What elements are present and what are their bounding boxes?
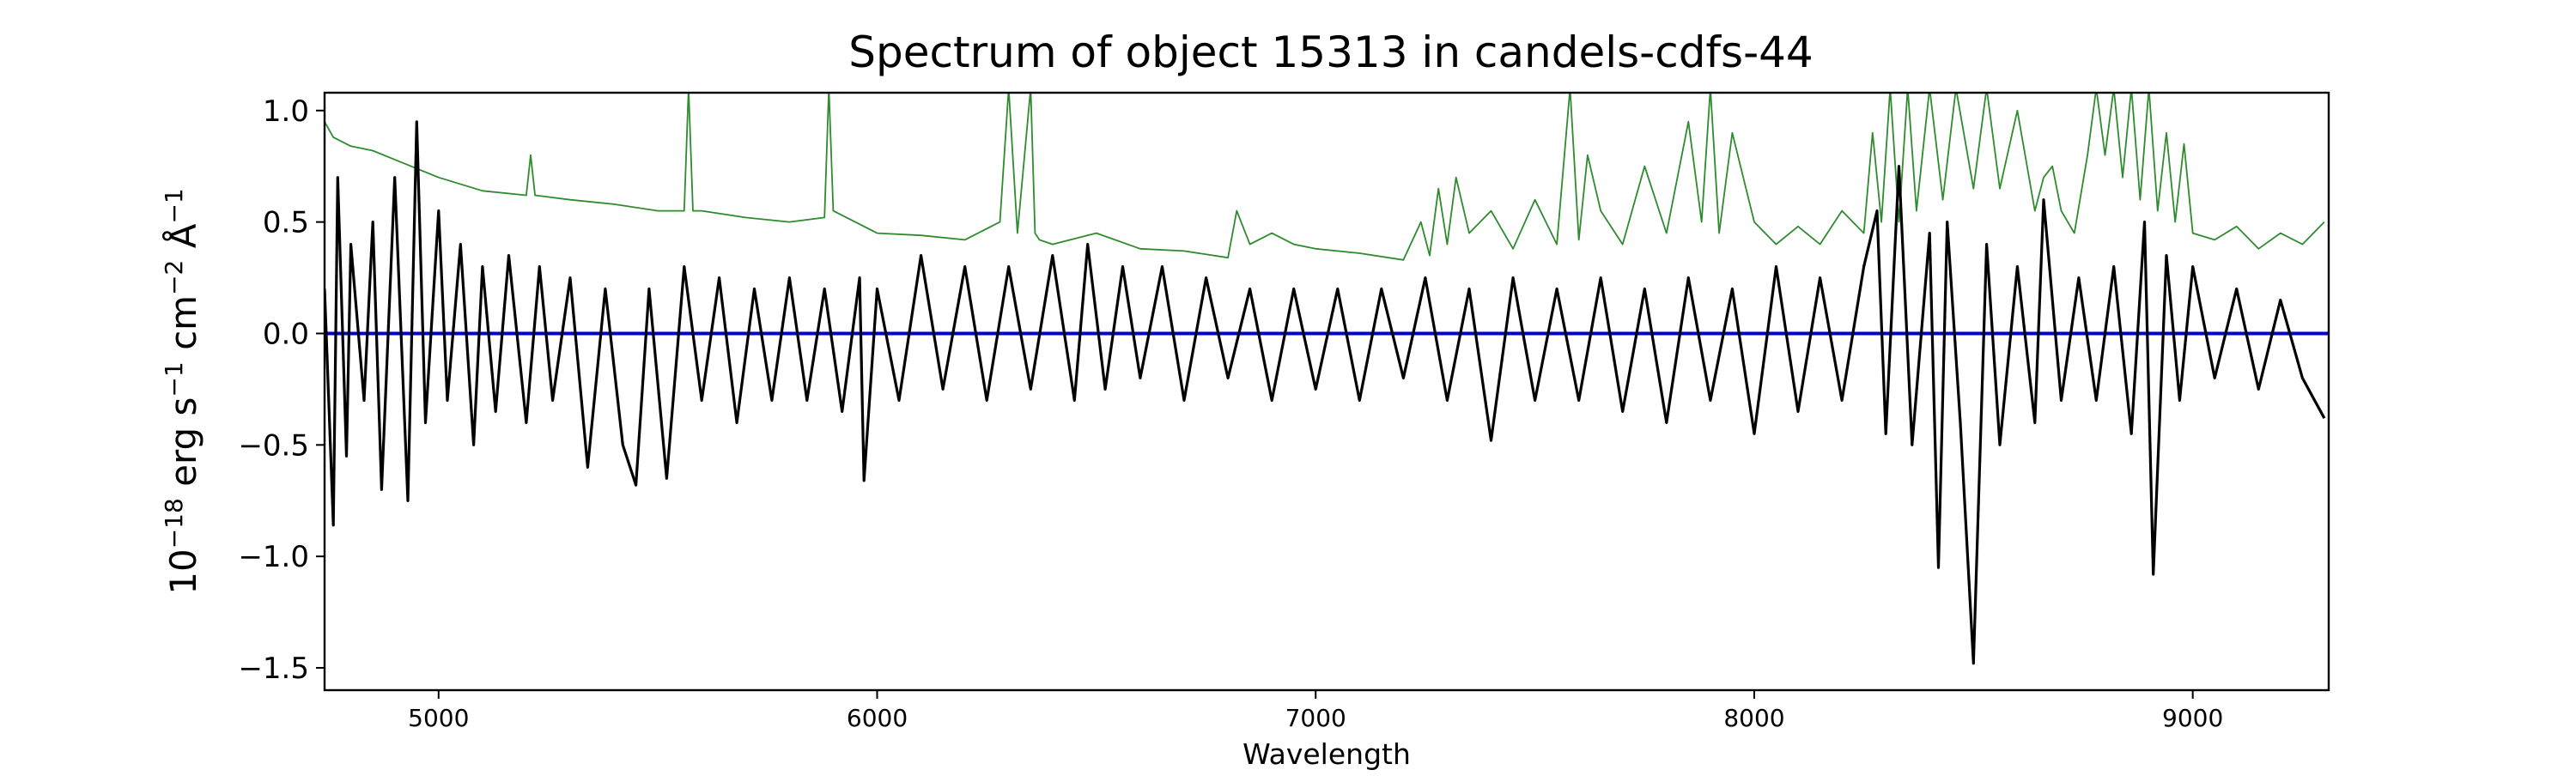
plot-area [323,91,2330,692]
x-axis: 5000 6000 7000 8000 9000 [408,690,2223,732]
x-tick-label: 7000 [1285,704,1346,732]
x-tick-label: 6000 [847,704,908,732]
x-tick-label: 8000 [1723,704,1784,732]
error-series-line [325,93,2325,261]
flux-series-line [325,120,2326,665]
x-tick-label: 5000 [408,704,469,732]
y-axis-label: 10−18 erg s−1 cm−2 Å−1 [160,188,204,594]
plot-frame [323,91,2330,692]
y-tick-label: 0.0 [263,317,309,351]
x-tick-label: 9000 [2162,704,2223,732]
y-tick-label: 0.5 [263,206,309,240]
y-tick-label: −1.0 [238,540,309,574]
chart-title: Spectrum of object 15313 in candels-cdfs… [848,27,1814,77]
y-axis: −1.5 −1.0 −0.5 0.0 0.5 1.0 [238,94,325,686]
x-axis-label: Wavelength [1242,737,1411,771]
y-tick-label: 1.0 [263,94,309,129]
y-tick-label: −0.5 [238,428,309,463]
y-tick-label: −1.5 [238,652,309,686]
